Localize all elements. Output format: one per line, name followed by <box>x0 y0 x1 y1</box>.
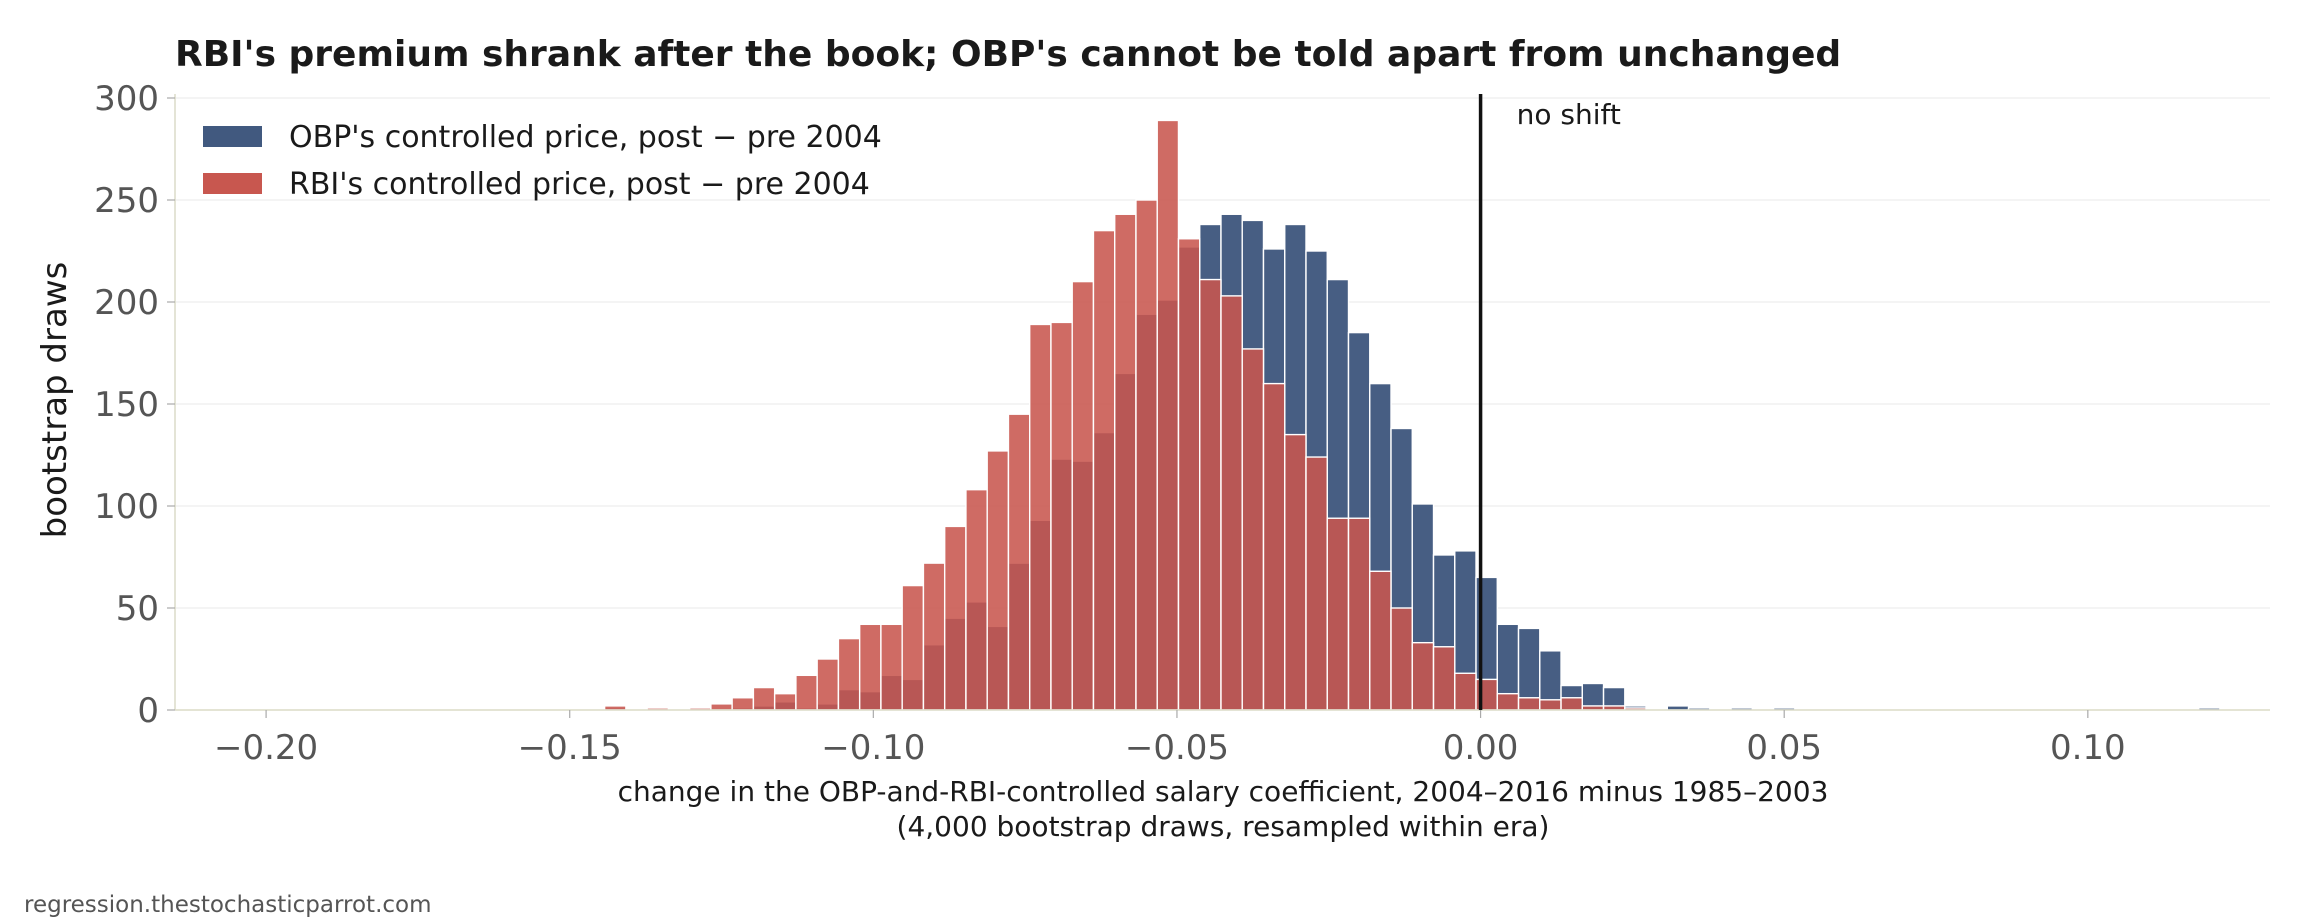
rbi-histogram-bar <box>1326 517 1350 711</box>
rbi-histogram-bar <box>1517 697 1541 711</box>
rbi-histogram-bar <box>986 450 1010 711</box>
rbi-histogram-bar <box>1007 413 1031 711</box>
annotations: no shift <box>1478 94 1621 710</box>
rbi-histogram-bar <box>1156 119 1180 711</box>
obp-legend-label: OBP's controlled price, post − pre 2004 <box>289 120 882 155</box>
no-shift-label: no shift <box>1517 98 1621 131</box>
obp-legend-swatch <box>203 126 262 147</box>
rbi-histogram-bar <box>1199 278 1222 711</box>
rbi-histogram-bar <box>1390 607 1413 711</box>
rbi-histogram-bar <box>901 584 925 711</box>
rbi-histogram-bar <box>1241 348 1265 711</box>
rbi-histogram-bar <box>1135 199 1158 711</box>
x-axis-label: change in the OBP-and-RBI-controlled sal… <box>618 775 1829 808</box>
y-tick-label: 150 <box>94 385 159 425</box>
legend: OBP's controlled price, post − pre 2004 R… <box>203 120 882 202</box>
rbi-histogram-bar <box>1411 641 1435 711</box>
rbi-histogram-bar <box>1369 570 1392 711</box>
rbi-histogram-bar <box>1305 456 1328 711</box>
rbi-histogram-bar <box>943 525 967 711</box>
rbi-histogram-bar <box>1071 280 1095 711</box>
y-axis-label: bootstrap draws <box>35 262 75 539</box>
rbi-legend-label: RBI's controlled price, post − pre 2004 <box>289 167 870 202</box>
rbi-histogram-bar <box>880 623 903 711</box>
rbi-histogram-bar <box>965 488 988 711</box>
y-tick-label: 0 <box>137 691 159 731</box>
rbi-histogram-bar <box>1028 323 1052 711</box>
rbi-histogram-bar <box>1432 646 1456 711</box>
rbi-histogram-bar <box>1347 517 1371 711</box>
rbi-histogram-bar <box>1496 692 1520 711</box>
rbi-histogram-bar <box>1284 433 1307 711</box>
chart-title: RBI's premium shrank after the book; OBP… <box>175 34 1841 75</box>
rbi-histogram-bar <box>816 658 840 711</box>
rbi-histogram-bar <box>710 703 733 711</box>
axes: 0 50 100 150 200 250 300 −0.20 −0.15 −0.10 −0.05 0.… <box>94 79 2270 768</box>
rbi-histogram-bar <box>1262 382 1286 711</box>
rbi-histogram-bar <box>1114 213 1137 711</box>
footer-source: regression.thestochasticparrot.com <box>24 892 432 918</box>
rbi-histogram-bar <box>1539 699 1562 711</box>
x-tick-label: −0.15 <box>518 728 622 768</box>
x-tick-label: −0.20 <box>214 728 318 768</box>
rbi-histogram-bar <box>858 623 882 711</box>
rbi-histogram-bar <box>752 686 776 711</box>
histogram-bars <box>603 119 2221 711</box>
rbi-histogram-bar <box>837 637 861 711</box>
rbi-histogram-bar <box>773 692 797 711</box>
rbi-histogram-bar <box>1050 321 1073 711</box>
rbi-histogram-bar <box>1220 295 1243 711</box>
rbi-histogram-bar <box>1454 672 1477 711</box>
y-tick-label: 250 <box>94 181 159 221</box>
rbi-histogram-bar <box>1092 229 1116 711</box>
y-tick-label: 100 <box>94 487 159 527</box>
x-tick-label: −0.10 <box>821 728 925 768</box>
rbi-histogram-bar <box>1177 238 1201 711</box>
y-tick-label: 50 <box>116 589 159 629</box>
rbi-histogram-bar <box>1560 697 1583 711</box>
y-tick-label: 200 <box>94 283 159 323</box>
rbi-histogram-bar <box>922 562 946 711</box>
x-tick-label: −0.05 <box>1125 728 1229 768</box>
rbi-legend-swatch <box>203 173 262 194</box>
rbi-histogram-bar <box>795 674 818 711</box>
x-axis-label-line2: (4,000 bootstrap draws, resampled within… <box>897 810 1550 843</box>
x-tick-label: 0.10 <box>2050 728 2126 768</box>
x-tick-label: 0.00 <box>1443 728 1519 768</box>
rbi-histogram-bar <box>731 697 755 711</box>
y-tick-label: 300 <box>94 79 159 119</box>
x-tick-label: 0.05 <box>1746 728 1822 768</box>
